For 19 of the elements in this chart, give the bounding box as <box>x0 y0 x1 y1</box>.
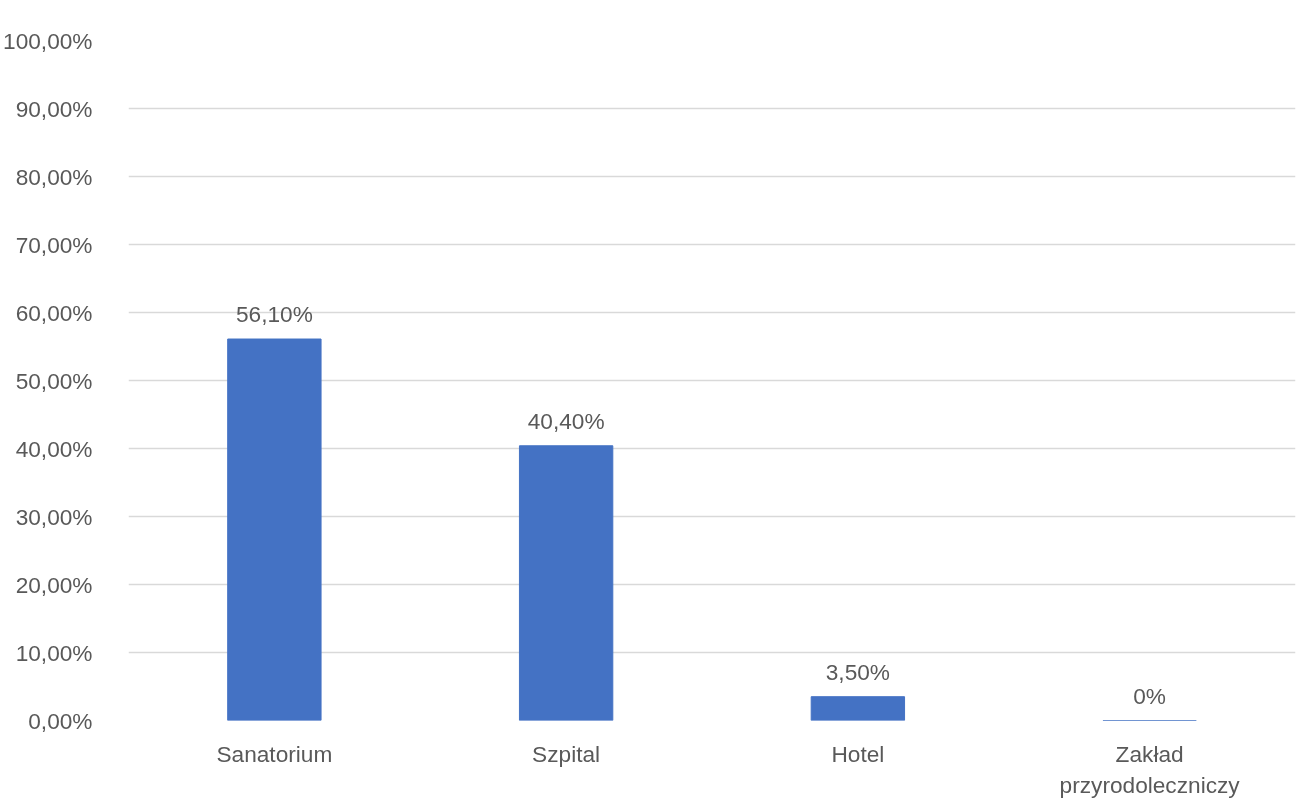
x-tick-label: Zakład przyrodoleczniczy <box>1059 740 1241 798</box>
y-tick-label: 40,00% <box>15 435 93 462</box>
y-tick-label: 30,00% <box>15 503 93 530</box>
data-label: 3,50% <box>825 658 890 685</box>
y-tick-label: 90,00% <box>15 95 93 122</box>
y-tick-label: 10,00% <box>15 639 93 666</box>
data-label: 56,10% <box>235 301 313 328</box>
data-label: 40,40% <box>527 407 605 434</box>
y-tick-label: 20,00% <box>15 571 93 598</box>
y-tick-label: 50,00% <box>15 367 93 394</box>
data-label: 0% <box>1133 682 1166 709</box>
x-tick-label: Sanatorium <box>216 740 333 767</box>
y-tick-label: 60,00% <box>15 299 93 326</box>
x-tick-label: Hotel <box>831 740 885 767</box>
x-tick-label: Szpital <box>532 740 601 767</box>
y-tick-label: 0,00% <box>28 707 93 734</box>
y-tick-label: 80,00% <box>15 163 93 190</box>
y-tick-label: 70,00% <box>15 231 93 258</box>
y-tick-label: 100,00% <box>3 27 93 54</box>
